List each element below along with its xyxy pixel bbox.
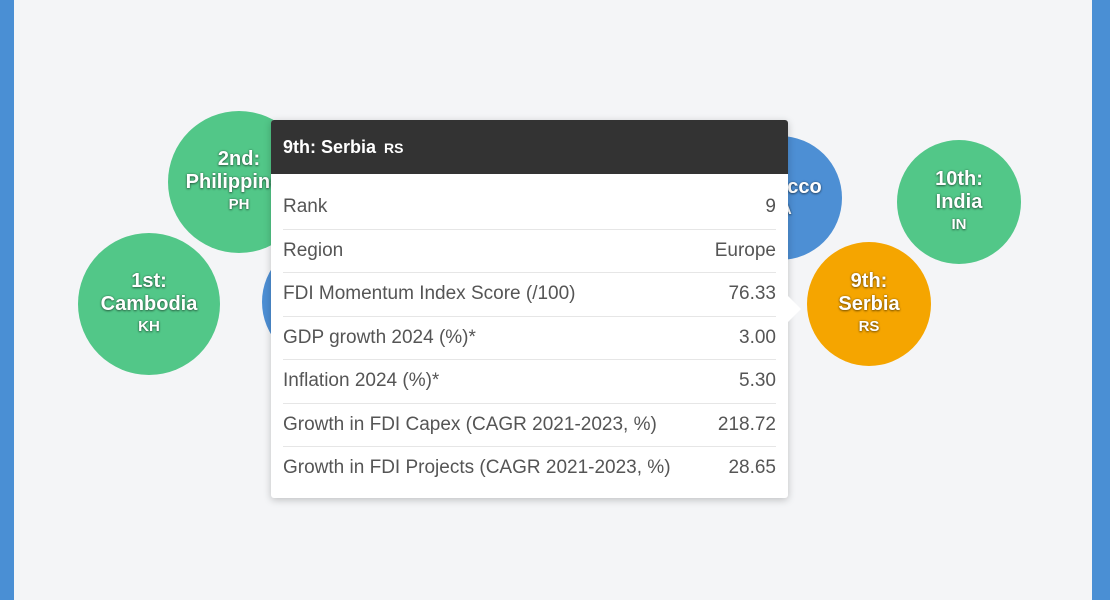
bubble-rank: 2nd:: [217, 148, 261, 170]
bubble-kh[interactable]: 1st: Cambodia KH: [78, 233, 220, 375]
tooltip-row-label: Rank: [283, 196, 328, 218]
bubble-name: Philippines: [185, 171, 293, 193]
tooltip: 9th: Serbia RS Rank 9 Region Europe FDI Mome…: [271, 120, 801, 498]
tooltip-row-label: Region: [283, 239, 344, 261]
bubble-in[interactable]: 10th: India IN: [897, 140, 1021, 264]
bubble-name: Cambodia: [100, 293, 198, 315]
bubble-rank: 10th:: [935, 168, 983, 190]
tooltip-row-label: Growth in FDI Capex (CAGR 2021-2023, %): [283, 413, 657, 435]
tooltip-row-value: 3.00: [739, 326, 776, 348]
tooltip-row-label: Inflation 2024 (%)*: [283, 370, 440, 392]
tooltip-header: 9th: Serbia RS: [271, 120, 788, 174]
tooltip-row-label: GDP growth 2024 (%)*: [283, 326, 476, 348]
tooltip-country-code: RS: [384, 140, 404, 156]
tooltip-row-label: Growth in FDI Projects (CAGR 2021-2023, …: [283, 457, 671, 479]
tooltip-rows: Rank 9 Region Europe FDI Momentum Index Scor…: [271, 174, 788, 498]
tooltip-row: Region Europe: [283, 230, 776, 273]
tooltip-row-value: 218.72: [717, 413, 776, 435]
tooltip-row: Inflation 2024 (%)* 5.30: [283, 360, 776, 404]
tooltip-title: 9th: Serbia: [283, 137, 377, 157]
tooltip-row: GDP growth 2024 (%)* 3.00: [283, 317, 776, 360]
tooltip-row-value: Europe: [714, 239, 776, 261]
tooltip-row-value: 5.30: [739, 370, 776, 392]
tooltip-row: FDI Momentum Index Score (/100) 76.33: [283, 273, 776, 317]
tooltip-row-value: 9: [765, 196, 776, 218]
chart-area: 1st:CambodiaKH2nd:PhilippinesPHMoroccoMA…: [14, 0, 1092, 600]
tooltip-row: Growth in FDI Projects (CAGR 2021-2023, …: [283, 447, 776, 490]
tooltip-row-label: FDI Momentum Index Score (/100): [283, 283, 576, 305]
bubble-name: India: [935, 191, 983, 213]
bubble-rank: 9th:: [850, 270, 888, 292]
tooltip-row-value: 28.65: [728, 457, 776, 479]
bubble-code: RS: [858, 318, 880, 335]
bubble-rank: 1st:: [131, 270, 167, 292]
bubble-name: Serbia: [838, 293, 900, 315]
bubble-code: IN: [951, 216, 967, 233]
bubble-code: KH: [138, 318, 160, 335]
tooltip-row: Growth in FDI Capex (CAGR 2021-2023, %) 2…: [283, 404, 776, 447]
tooltip-row: Rank 9: [283, 186, 776, 230]
bubble-rs[interactable]: 9th: Serbia RS: [807, 242, 931, 366]
tooltip-row-value: 76.33: [728, 283, 776, 305]
bubble-code: PH: [228, 196, 250, 213]
